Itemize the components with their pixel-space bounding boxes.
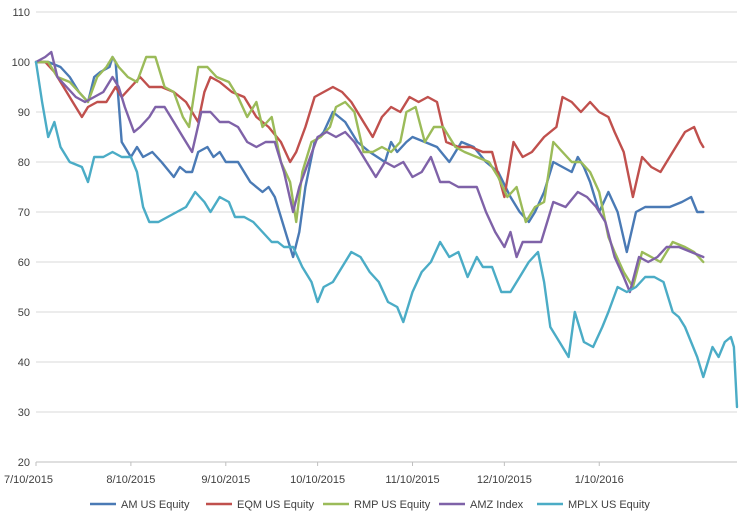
legend-label: AMZ Index bbox=[470, 499, 524, 511]
legend: AM US Equity EQM US Equity RMP US Equity AM… bbox=[90, 499, 650, 511]
y-tick-label: 100 bbox=[12, 57, 30, 69]
series-line-mplx-us-equity bbox=[34, 60, 739, 409]
legend-label: RMP US Equity bbox=[354, 499, 431, 511]
x-tick-label: 8/10/2015 bbox=[106, 474, 155, 486]
legend-item: EQM US Equity bbox=[206, 499, 315, 511]
legend-item: AM US Equity bbox=[90, 499, 190, 511]
legend-item: AMZ Index bbox=[439, 499, 524, 511]
y-tick-label: 80 bbox=[18, 157, 30, 169]
y-tick-label: 110 bbox=[12, 7, 30, 19]
y-tick-label: 60 bbox=[18, 257, 30, 269]
y-tick-label: 30 bbox=[18, 407, 30, 419]
x-tick-label: 12/10/2015 bbox=[477, 474, 532, 486]
legend-label: AM US Equity bbox=[121, 499, 190, 511]
legend-item: RMP US Equity bbox=[323, 499, 431, 511]
x-axis-ticks: 7/10/2015 8/10/2015 9/10/2015 10/10/2015 11/… bbox=[4, 462, 624, 486]
x-tick-label: 7/10/2015 bbox=[4, 474, 53, 486]
series-line-am-us-equity bbox=[34, 55, 705, 259]
legend-label: EQM US Equity bbox=[237, 499, 315, 511]
y-tick-label: 20 bbox=[18, 457, 30, 469]
series-lines bbox=[34, 50, 739, 409]
y-tick-label: 40 bbox=[18, 357, 30, 369]
legend-item: MPLX US Equity bbox=[537, 499, 650, 511]
y-tick-label: 90 bbox=[18, 107, 30, 119]
y-axis-ticks: 20 30 40 50 60 70 80 90 100 110 bbox=[12, 7, 30, 469]
y-tick-label: 70 bbox=[18, 207, 30, 219]
legend-label: MPLX US Equity bbox=[568, 499, 650, 511]
series-line-rmp-us-equity bbox=[34, 55, 705, 289]
x-tick-label: 9/10/2015 bbox=[201, 474, 250, 486]
x-tick-label: 1/10/2016 bbox=[575, 474, 624, 486]
series-line-amz-index bbox=[34, 50, 705, 294]
x-tick-label: 11/10/2015 bbox=[385, 474, 439, 486]
gridlines bbox=[36, 11, 737, 463]
x-tick-label: 10/10/2015 bbox=[290, 474, 345, 486]
y-tick-label: 50 bbox=[18, 307, 30, 319]
